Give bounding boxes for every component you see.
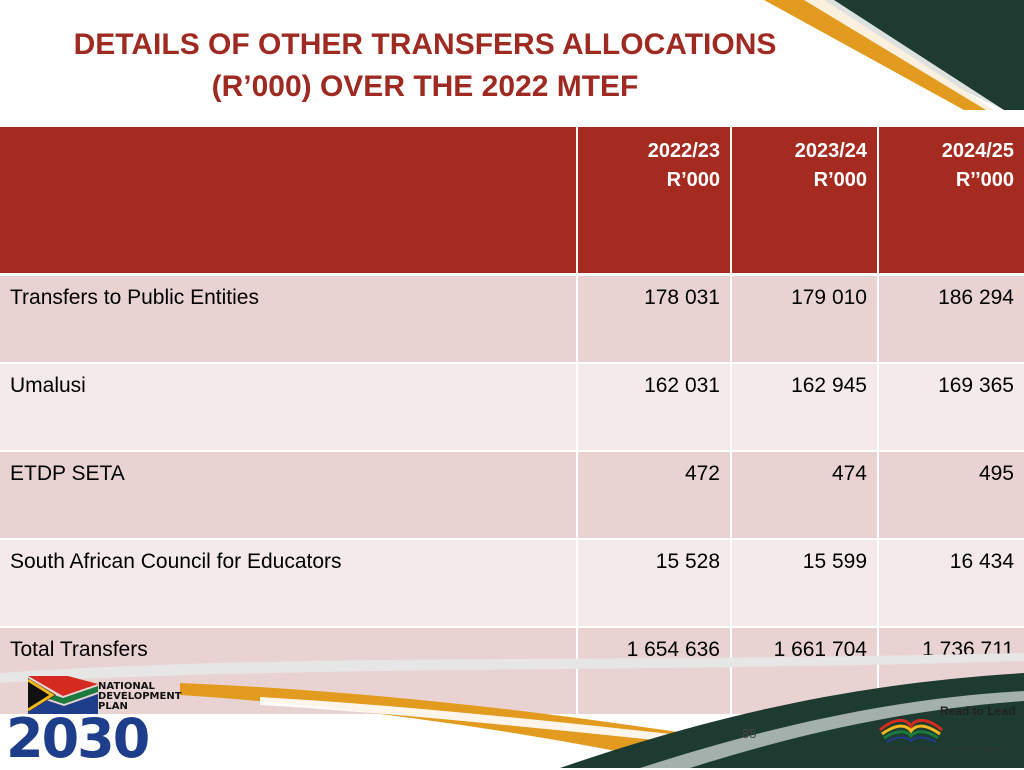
ndp-year: 2030 <box>6 707 150 770</box>
header-cell-2022-23: 2022/23 R’000 <box>577 127 732 276</box>
page-number: 85 <box>742 726 757 741</box>
slide-title-line-1: DETAILS OF OTHER TRANSFERS ALLOCATIONS <box>73 28 777 61</box>
cell-2024-25: 16 434 <box>878 539 1024 628</box>
cell-2023-24: 474 <box>731 451 879 540</box>
ndp-2030-logo: NATIONAL DEVELOPMENT PLAN 2030 <box>6 672 186 766</box>
header-cell-empty <box>0 127 578 276</box>
cell-2024-25: 169 365 <box>878 363 1024 452</box>
flag-icon <box>28 676 98 714</box>
header-year: 2022/23 <box>647 140 720 162</box>
slide-title: DETAILS OF OTHER TRANSFERS ALLOCATIONS (… <box>0 24 850 108</box>
header-year: 2024/25 <box>941 140 1014 162</box>
header-cell-2023-24: 2023/24 R’000 <box>731 127 879 276</box>
cell-2022-23: 15 528 <box>577 539 732 628</box>
header-unit: R’000 <box>666 169 720 191</box>
row-label: South African Council for Educators <box>0 539 578 628</box>
corner-decoration-top <box>764 0 1024 110</box>
cell-2022-23: 162 031 <box>577 363 732 452</box>
row-label: Umalusi <box>0 363 578 452</box>
table-row: Umalusi 162 031 162 945 169 365 <box>0 363 1024 452</box>
row-label: Transfers to Public Entities <box>0 274 578 364</box>
ndp-logo-text: NATIONAL DEVELOPMENT PLAN <box>98 682 182 712</box>
cell-2022-23: 472 <box>577 451 732 540</box>
header-unit: R’000 <box>813 169 867 191</box>
header-unit: R’’000 <box>955 169 1014 191</box>
open-book-icon <box>879 719 943 743</box>
ndp-line-3: PLAN <box>98 701 128 712</box>
ndp-line-1: NATIONAL <box>98 681 155 692</box>
cell-2023-24: 179 010 <box>731 274 879 364</box>
cell-2023-24: 15 599 <box>731 539 879 628</box>
header-cell-2024-25: 2024/25 R’’000 <box>878 127 1024 276</box>
read-to-lead-title: Read to Lead <box>940 704 1016 718</box>
footer-band-decoration <box>0 653 1024 768</box>
table-header-row: 2022/23 R’000 2023/24 R’000 2024/25 R’’0… <box>0 127 1024 276</box>
ndp-line-2: DEVELOPMENT <box>98 691 182 702</box>
read-to-lead-logo: Read to Lead A Reading Nation is a Leadi… <box>876 700 1016 760</box>
cell-2023-24: 162 945 <box>731 363 879 452</box>
read-to-lead-tagline: A Reading Nation is a Leading Nation <box>882 746 999 753</box>
slide-title-line-2: (R’000) OVER THE 2022 MTEF <box>211 70 639 103</box>
table-row: ETDP SETA 472 474 495 <box>0 451 1024 540</box>
cell-2024-25: 186 294 <box>878 274 1024 364</box>
cell-2022-23: 178 031 <box>577 274 732 364</box>
table-row: South African Council for Educators 15 5… <box>0 539 1024 628</box>
allocations-table: 2022/23 R’000 2023/24 R’000 2024/25 R’’0… <box>0 127 1024 716</box>
table-row: Transfers to Public Entities 178 031 179… <box>0 274 1024 364</box>
cell-2024-25: 495 <box>878 451 1024 540</box>
cell-2022-23: 1 654 636 <box>577 627 732 716</box>
header-year: 2023/24 <box>794 140 867 162</box>
row-label: ETDP SETA <box>0 451 578 540</box>
